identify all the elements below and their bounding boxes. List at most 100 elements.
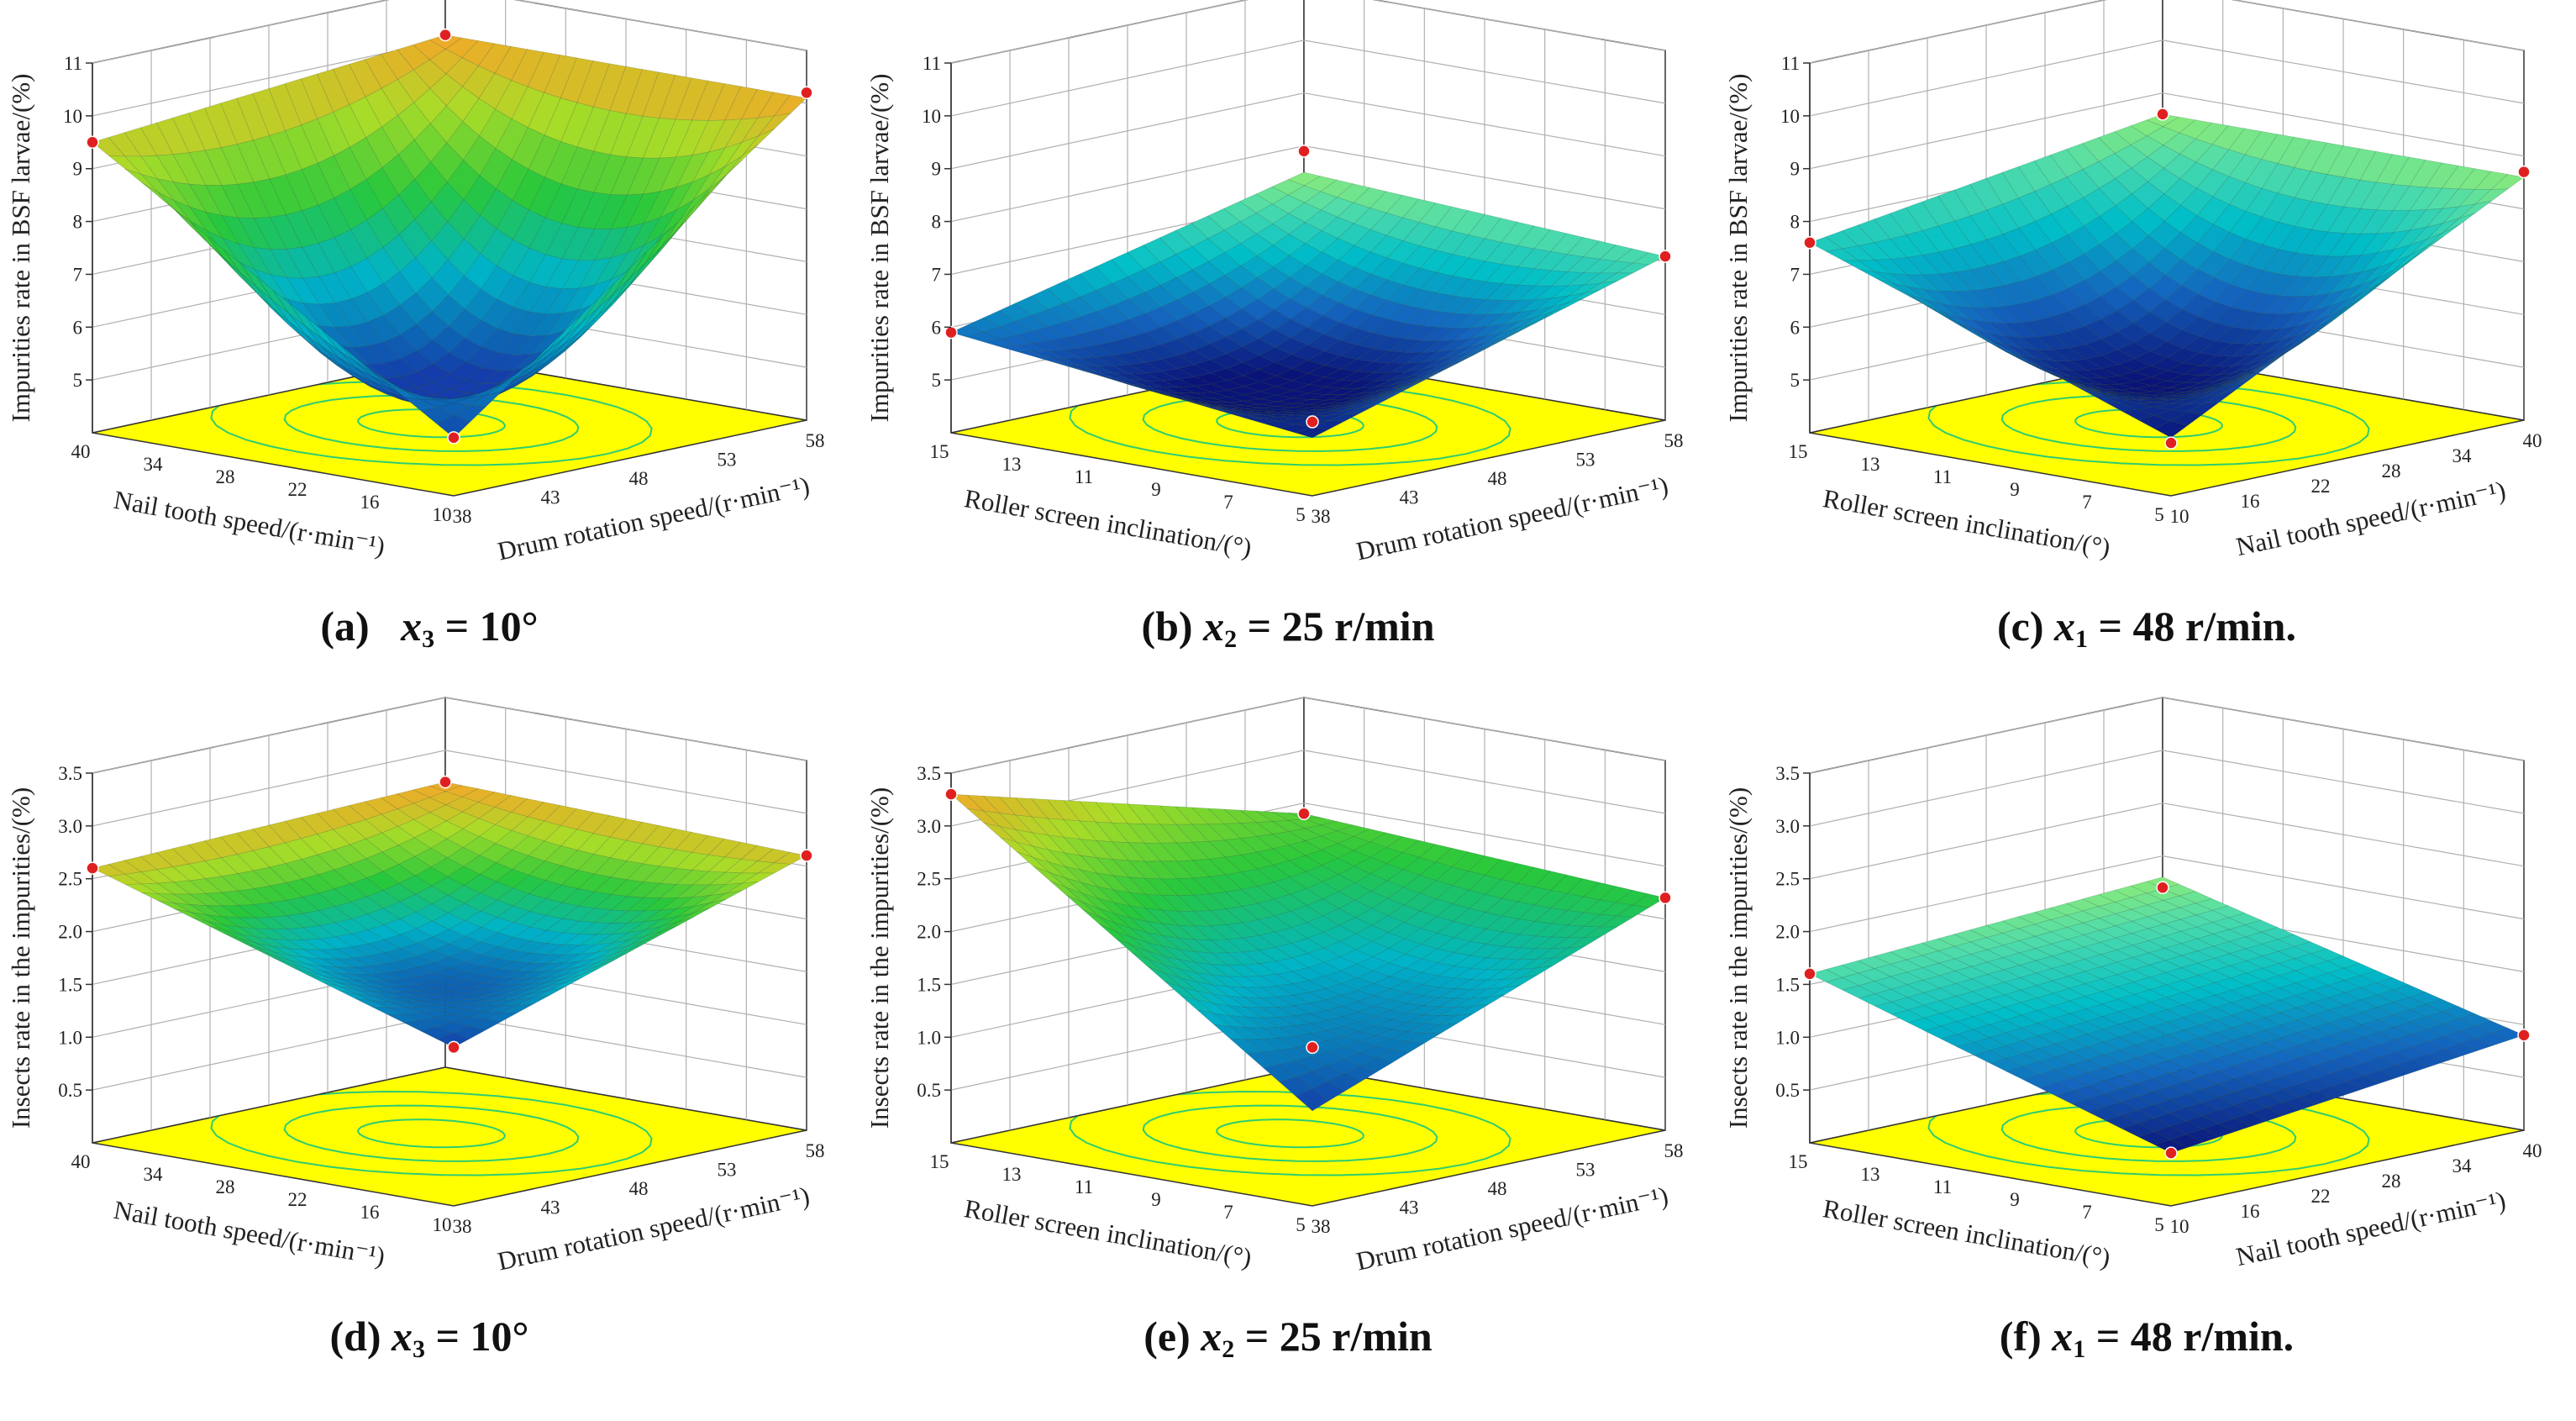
surface-facet xyxy=(2084,991,2119,1005)
surface-facet xyxy=(2088,1107,2122,1121)
z-tick-label: 8 xyxy=(73,212,83,233)
surface-facet xyxy=(2249,1094,2284,1108)
surface-facet xyxy=(2297,1052,2332,1066)
left-axis-title: Roller screen inclination/(°) xyxy=(962,483,1254,562)
surface-facet xyxy=(693,898,727,913)
surface-facet xyxy=(2344,266,2379,291)
surface-facet xyxy=(2201,381,2235,392)
design-point-marker xyxy=(1306,1040,1319,1055)
marker-group xyxy=(944,787,1672,1055)
surface-facet xyxy=(1288,840,1322,856)
surface-facet xyxy=(724,841,759,860)
surface-facet xyxy=(2377,1026,2411,1040)
surface-facet xyxy=(2344,252,2379,276)
surface-facet xyxy=(2262,963,2296,976)
caption-variable: x xyxy=(2054,603,2076,650)
surface-facet xyxy=(2005,1027,2039,1041)
surface-mesh xyxy=(92,34,807,439)
surface-facet xyxy=(1262,1064,1296,1082)
surface-facet xyxy=(1197,403,1230,412)
z-tick-label: 11 xyxy=(1781,53,1800,74)
surface-facet xyxy=(2327,992,2362,1006)
surface-facet xyxy=(301,162,335,206)
surface-facet xyxy=(2379,260,2412,286)
marker-group xyxy=(86,28,813,445)
left-axis-tick-label: 34 xyxy=(144,454,164,475)
surface-facet xyxy=(544,865,579,886)
design-point-marker xyxy=(86,861,99,875)
surface-facet xyxy=(516,981,549,991)
surface-facet xyxy=(286,276,320,305)
surface-facet xyxy=(2327,1004,2363,1018)
surface-facet xyxy=(517,345,550,374)
caption-value: = 10° xyxy=(434,603,539,650)
surface-facet xyxy=(2053,1025,2088,1039)
surface-facet xyxy=(1424,363,1457,380)
surface-facet xyxy=(1242,355,1276,371)
surface-facet xyxy=(272,300,306,335)
caption-subscript: 3 xyxy=(413,1335,426,1363)
surface-facet xyxy=(414,885,449,905)
design-point-marker xyxy=(944,325,958,339)
z-tick-label: 9 xyxy=(1790,159,1801,180)
surface-facet xyxy=(365,832,399,853)
surface-facet xyxy=(1358,384,1391,395)
surface-facet xyxy=(1974,330,2007,352)
surface-facet xyxy=(2038,1082,2074,1097)
surface-facet xyxy=(1255,821,1290,834)
surface-facet xyxy=(1295,1088,1329,1112)
z-tick-label: 5 xyxy=(73,370,83,391)
right-axis-tick-label: 22 xyxy=(2311,1186,2331,1207)
surface-facet xyxy=(1081,369,1115,379)
surface-facet xyxy=(2376,989,2410,1003)
z-tick-label: 7 xyxy=(932,264,942,285)
surface-facet xyxy=(2153,420,2188,439)
surface-facet xyxy=(2362,261,2395,285)
surface-facet xyxy=(436,414,471,439)
surface-facet xyxy=(452,405,486,423)
surface-facet xyxy=(1210,380,1245,391)
surface-facet xyxy=(2277,136,2311,168)
left-axis-tick-label: 10 xyxy=(433,504,452,525)
surface-facet xyxy=(2228,936,2263,950)
right-axis-tick-label: 53 xyxy=(718,1160,737,1181)
caption-prefix: (e) xyxy=(1143,1313,1201,1360)
surface-facet xyxy=(2116,322,2151,343)
surface-facet xyxy=(2232,1060,2267,1075)
surface-facet xyxy=(2247,1029,2282,1044)
z-tick-label: 1.0 xyxy=(1775,1027,1800,1048)
right-axis-tick-label: 58 xyxy=(1664,430,1684,451)
surface-facet xyxy=(339,990,371,1001)
surface-facet xyxy=(2262,222,2296,250)
marker-group xyxy=(1803,108,2531,450)
surface-facet xyxy=(482,968,516,978)
surface-facet xyxy=(499,977,533,986)
surface-facet xyxy=(2137,399,2170,403)
surface-facet xyxy=(289,966,323,980)
left-axis-tick-label: 9 xyxy=(1151,479,1161,500)
surface-facet xyxy=(2200,1045,2234,1059)
design-point-marker xyxy=(1659,250,1672,263)
surface-facet xyxy=(1273,876,1307,895)
surface-facet xyxy=(2218,1118,2253,1132)
surface-facet xyxy=(1921,962,1957,976)
marker-group xyxy=(1803,881,2531,1160)
surface-facet xyxy=(1891,287,1925,305)
surface-facet xyxy=(322,982,355,994)
surface-facet xyxy=(434,985,467,992)
surface-facet xyxy=(1890,273,1925,290)
surface-facet xyxy=(497,307,531,334)
surface-facet xyxy=(1906,955,1940,968)
surface-facet xyxy=(2037,1030,2072,1045)
surface-facet xyxy=(435,997,468,1003)
z-tick-label: 1.0 xyxy=(58,1027,82,1048)
surface-facet xyxy=(1469,299,1504,315)
surface-facet xyxy=(1940,310,1974,329)
surface-facet xyxy=(1953,215,1988,245)
z-tick-label: 3.0 xyxy=(1775,816,1800,837)
surface-facet xyxy=(1307,962,1342,976)
surface-facet xyxy=(1048,337,1082,350)
surface-facet xyxy=(1179,959,1212,976)
surface-facet xyxy=(1469,929,1504,945)
left-axis-tick-label: 13 xyxy=(1861,1164,1880,1185)
